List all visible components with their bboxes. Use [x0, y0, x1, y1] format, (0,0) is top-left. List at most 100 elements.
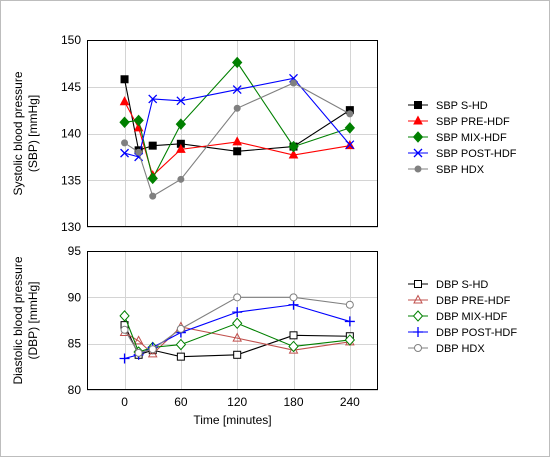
- y-axis-title-line: (DBP) [mmHg]: [26, 282, 40, 360]
- data-point: [233, 350, 242, 359]
- legend-item: DBP S-HD: [408, 279, 488, 291]
- legend-label: DBP S-HD: [436, 279, 488, 291]
- series-dbp-hdx: [120, 293, 354, 357]
- data-point: [120, 325, 129, 334]
- legend-item: DBP PRE-HDF: [408, 294, 511, 307]
- y-tick-label: 85: [68, 337, 82, 351]
- legend-item: SBP PRE-HDF: [408, 115, 510, 128]
- y-axis-title-line: (SBP) [mmHg]: [26, 95, 40, 172]
- y-axis-title: Systolic blood pressure(SBP) [mmHg]: [11, 71, 40, 195]
- legend: DBP S-HD DBP PRE-HDF DBP MIX-HDF DBP POST-H…: [408, 279, 517, 355]
- y-tick-label: 90: [68, 290, 82, 304]
- data-point: [288, 340, 299, 353]
- legend-label: DBP PRE-HDF: [436, 295, 511, 307]
- data-point: [232, 332, 243, 342]
- legend-item: DBP POST-HDF: [408, 327, 517, 339]
- data-point: [232, 317, 243, 330]
- legend: SBP S-HD SBP PRE-HDF SBP MIX-HDF SBP POST-H…: [408, 100, 517, 176]
- data-point: [148, 345, 157, 354]
- y-tick-label: 150: [61, 33, 81, 47]
- legend-item: SBP HDX: [408, 164, 485, 176]
- legend-label: SBP MIX-HDF: [436, 132, 507, 144]
- legend-item: SBP POST-HDF: [408, 148, 517, 160]
- y-axis-title-line: Systolic blood pressure: [11, 71, 25, 195]
- data-point: [176, 96, 186, 106]
- legend-marker: [413, 115, 423, 125]
- x-tick-label: 180: [284, 395, 304, 409]
- data-point: [175, 118, 187, 130]
- data-point: [177, 175, 185, 183]
- legend-marker: [413, 294, 423, 304]
- y-tick-label: 140: [61, 127, 81, 141]
- legend-marker: [412, 310, 424, 322]
- legend-marker: [413, 148, 423, 158]
- data-point: [344, 334, 356, 346]
- data-point: [133, 114, 144, 127]
- data-point: [120, 75, 129, 84]
- data-point: [149, 192, 157, 200]
- data-point: [119, 116, 130, 129]
- data-point: [289, 331, 298, 340]
- data-point: [175, 338, 187, 351]
- series-sbp-mix-hdf: [119, 56, 356, 185]
- x-tick-label: 0: [121, 395, 128, 409]
- legend-label: DBP POST-HDF: [436, 327, 517, 339]
- y-tick-label: 95: [68, 244, 82, 258]
- data-point: [288, 140, 299, 153]
- plot-frame: [87, 40, 378, 227]
- data-point: [148, 94, 158, 104]
- data-point: [176, 352, 185, 361]
- data-point: [121, 139, 129, 147]
- data-point: [147, 348, 158, 358]
- legend-label: SBP S-HD: [436, 100, 488, 112]
- legend-item: DBP HDX: [408, 343, 485, 355]
- x-axis-title: Time [minutes]: [193, 413, 271, 427]
- legend-marker: [413, 327, 423, 337]
- data-point: [344, 316, 355, 327]
- data-point: [346, 110, 354, 118]
- legend-item: SBP MIX-HDF: [408, 131, 507, 144]
- legend-item: SBP S-HD: [408, 100, 488, 112]
- data-point: [288, 299, 299, 310]
- legend-label: DBP MIX-HDF: [436, 311, 508, 323]
- data-point: [233, 104, 241, 112]
- y-axis-title: Diastolic blood pressure(DBP) [mmHg]: [11, 256, 40, 384]
- data-point: [344, 122, 356, 134]
- data-point: [119, 353, 130, 364]
- data-point: [176, 324, 185, 333]
- y-tick-label: 145: [61, 80, 81, 94]
- data-point: [147, 172, 158, 185]
- y-tick-label: 80: [68, 383, 82, 397]
- data-point: [119, 96, 130, 106]
- data-point: [135, 148, 143, 156]
- data-point: [232, 136, 243, 146]
- legend-item: DBP MIX-HDF: [408, 310, 508, 323]
- legend-label: SBP PRE-HDF: [436, 116, 510, 128]
- data-point: [233, 293, 242, 302]
- data-point: [176, 143, 186, 153]
- legend-marker: [414, 165, 422, 173]
- legend-label: SBP POST-HDF: [436, 148, 517, 160]
- data-point: [290, 79, 298, 87]
- data-point: [232, 85, 242, 95]
- data-point: [345, 300, 354, 309]
- diastolic-chart: 80 85 90 95 0 60 120 180 240 Time [minutes] Diasto…: [11, 244, 517, 427]
- plot-area: [87, 251, 378, 390]
- data-point: [232, 56, 243, 69]
- data-point: [148, 141, 157, 150]
- legend-label: DBP HDX: [436, 343, 485, 355]
- systolic-chart: 130 135 140 145 150 Systolic blood pressure(S…: [11, 33, 517, 234]
- data-point: [119, 310, 130, 322]
- legend-marker: [414, 344, 422, 352]
- series-sbp-hdx: [121, 79, 354, 200]
- x-tick-label: 120: [227, 395, 247, 409]
- data-point: [133, 335, 144, 345]
- y-tick-label: 135: [61, 173, 81, 187]
- data-point: [288, 149, 299, 159]
- data-point: [120, 148, 130, 158]
- y-axis-title-line: Diastolic blood pressure: [11, 256, 25, 384]
- legend-marker: [414, 101, 422, 109]
- x-tick-label: 240: [340, 395, 360, 409]
- y-tick-label: 130: [61, 220, 81, 234]
